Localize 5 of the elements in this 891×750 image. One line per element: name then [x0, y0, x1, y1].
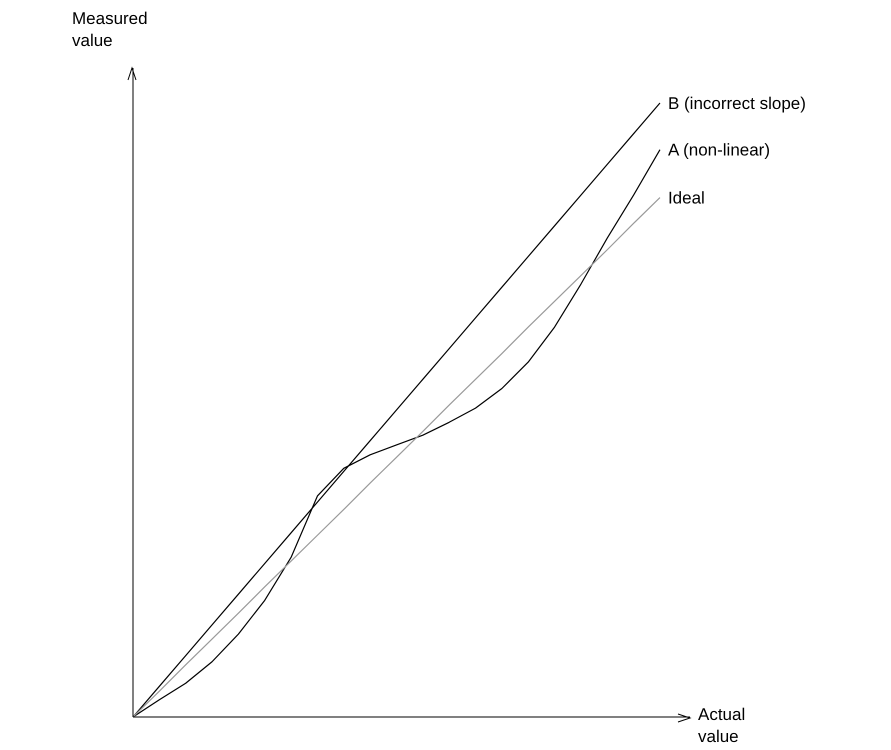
- series-label: A (non-linear): [668, 140, 770, 160]
- series-label: Ideal: [668, 188, 705, 208]
- series-label: B (incorrect slope): [668, 94, 806, 113]
- y-axis-title: Measured value: [72, 8, 149, 52]
- x-axis-title: Actual value: [698, 704, 746, 748]
